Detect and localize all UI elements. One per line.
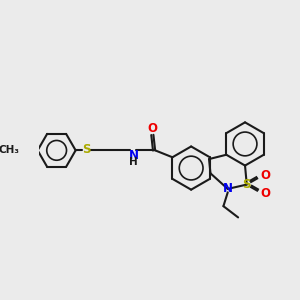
Text: O: O: [148, 122, 158, 135]
Text: S: S: [82, 143, 90, 156]
Text: N: N: [223, 182, 233, 195]
Text: CH₃: CH₃: [0, 146, 20, 155]
Text: H: H: [129, 158, 138, 167]
Text: N: N: [128, 149, 139, 162]
Text: S: S: [242, 178, 251, 191]
Text: O: O: [260, 169, 270, 182]
Text: O: O: [260, 187, 270, 200]
